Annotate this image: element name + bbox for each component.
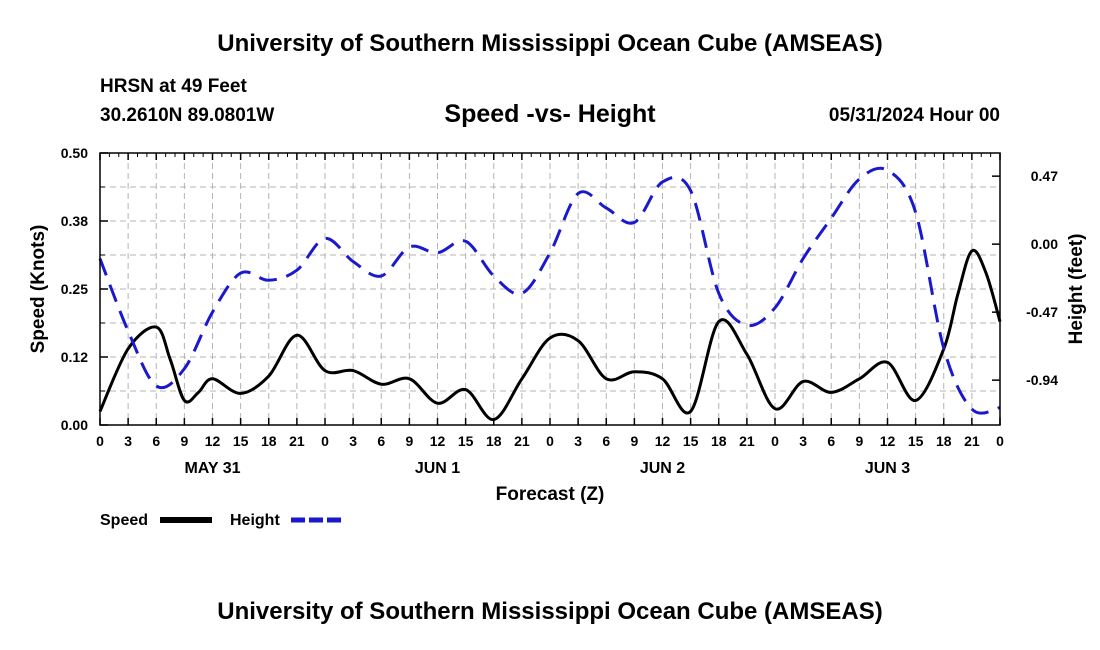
legend: Speed Height: [100, 512, 343, 529]
y-left-tick-label: 0.38: [61, 213, 88, 229]
day-label: JUN 2: [640, 460, 685, 477]
y-left-tick-label: 0.00: [61, 417, 88, 433]
x-tick-label: 15: [683, 433, 699, 449]
axes: 0 3 6 9 12 15 18 21 0 3 6 9 12 15 18 21 0 3 6 9 12 15 18 21 0 3 6 9…: [61, 145, 1058, 477]
x-tick-label: 9: [630, 433, 638, 449]
x-tick-label: 6: [827, 433, 835, 449]
x-tick-label: 9: [855, 433, 863, 449]
x-tick-label: 9: [405, 433, 413, 449]
x-tick-label: 15: [233, 433, 249, 449]
x-tick-label: 0: [996, 433, 1004, 449]
grid: [100, 153, 1000, 425]
x-tick-label: 12: [655, 433, 671, 449]
legend-height-label: Height: [230, 512, 280, 529]
series-speed-line: [98, 248, 1002, 422]
x-tick-label: 15: [908, 433, 924, 449]
y-left-tick-label: 0.12: [61, 349, 88, 365]
y-left-tick-label: 0.25: [61, 281, 88, 297]
legend-speed-label: Speed: [100, 512, 148, 529]
x-tick-label: 18: [711, 433, 727, 449]
chart-main-title: University of Southern Mississippi Ocean…: [217, 30, 883, 57]
x-tick-label: 12: [205, 433, 221, 449]
y-axis-left-label: Speed (Knots): [28, 225, 49, 354]
day-label: JUN 3: [865, 460, 910, 477]
x-tick-label: 3: [799, 433, 807, 449]
y-right-tick-label: -0.94: [1026, 372, 1058, 388]
chart-subtitle: Speed -vs- Height: [444, 100, 656, 128]
x-tick-label: 12: [430, 433, 446, 449]
x-tick-label: 0: [96, 433, 104, 449]
x-tick-label: 21: [739, 433, 755, 449]
y-axis-right-label: Height (feet): [1066, 234, 1087, 345]
y-right-tick-label: 0.47: [1031, 168, 1058, 184]
x-tick-label: 6: [602, 433, 610, 449]
y-left-tick-label: 0.50: [61, 145, 88, 161]
day-label: JUN 1: [415, 460, 460, 477]
x-tick-label: 6: [377, 433, 385, 449]
x-tick-label: 21: [964, 433, 980, 449]
x-tick-label: 3: [124, 433, 132, 449]
x-tick-label: 3: [574, 433, 582, 449]
x-tick-label: 3: [349, 433, 357, 449]
x-tick-label: 0: [321, 433, 329, 449]
series-height-line: [98, 166, 1001, 415]
x-axis-label: Forecast (Z): [496, 484, 605, 505]
x-tick-label: 21: [289, 433, 305, 449]
x-tick-label: 18: [261, 433, 277, 449]
x-tick-label: 12: [880, 433, 896, 449]
x-tick-label: 0: [771, 433, 779, 449]
y-right-tick-label: -0.47: [1026, 304, 1058, 320]
series-layer: [98, 166, 1002, 422]
x-tick-label: 15: [458, 433, 474, 449]
x-tick-label: 21: [514, 433, 530, 449]
station-label: HRSN at 49 Feet: [100, 76, 247, 97]
y-right-tick-label: 0.00: [1031, 236, 1058, 252]
x-tick-label: 18: [936, 433, 952, 449]
x-tick-label: 9: [180, 433, 188, 449]
x-tick-label: 18: [486, 433, 502, 449]
day-label: MAY 31: [184, 460, 240, 477]
x-tick-label: 0: [546, 433, 554, 449]
footer-title: University of Southern Mississippi Ocean…: [217, 598, 883, 625]
station-coordinates: 30.2610N 89.0801W: [100, 105, 275, 126]
x-tick-label: 6: [152, 433, 160, 449]
forecast-date: 05/31/2024 Hour 00: [828, 105, 1000, 126]
